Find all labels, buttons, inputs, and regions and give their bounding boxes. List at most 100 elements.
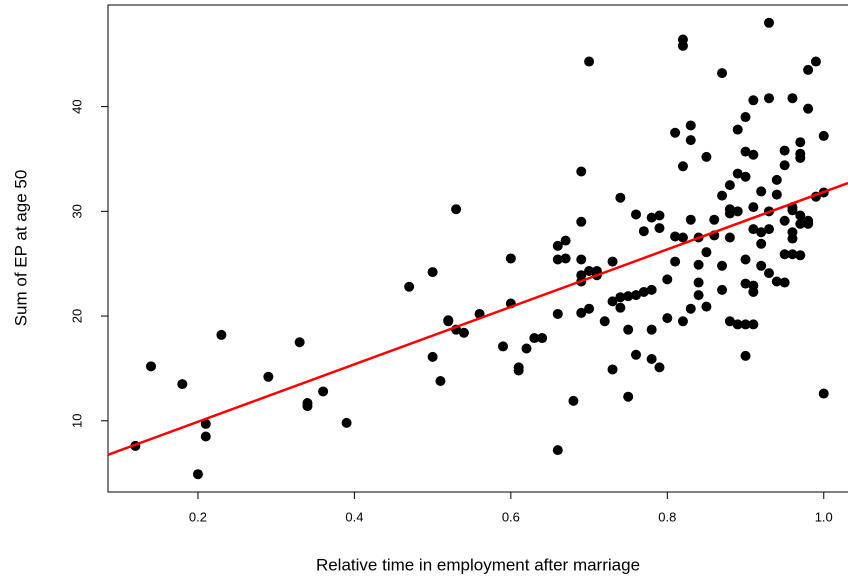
point [631,209,642,220]
point [756,238,767,249]
point [724,180,735,191]
y-tick-label: 10 [69,414,84,428]
point [654,362,665,373]
point [763,224,774,235]
point [740,319,751,330]
point [607,364,618,375]
point [787,249,798,260]
point [677,161,688,172]
point [631,349,642,360]
point [615,292,626,303]
point [795,137,806,148]
point [771,276,782,287]
point [748,224,759,235]
point [740,171,751,182]
point [318,386,329,397]
point [537,333,548,344]
point [748,202,759,213]
x-tick-label: 0.6 [502,509,520,524]
point [693,259,704,270]
point [654,223,665,234]
point [623,391,634,402]
point [709,214,720,225]
point [795,250,806,261]
point [787,93,798,104]
point [560,235,571,246]
point [623,324,634,335]
point [607,256,618,267]
point [568,395,579,406]
point [724,208,735,219]
point [740,254,751,265]
point [521,343,532,354]
point [740,112,751,123]
point [779,249,790,260]
point [200,431,211,442]
point [779,277,790,288]
point [717,284,728,295]
point [216,329,227,340]
point [795,152,806,163]
point [552,308,563,319]
point [818,388,829,399]
point [576,307,587,318]
point [677,232,688,243]
point [748,95,759,106]
x-tick-label: 1.0 [815,509,833,524]
point [302,397,313,408]
point [803,64,814,75]
point [693,290,704,301]
point [740,146,751,157]
point [763,17,774,28]
point [607,296,618,307]
point [584,56,595,67]
point [584,303,595,314]
point [732,168,743,179]
point [404,281,415,292]
point [294,337,305,348]
point [724,316,735,327]
point [685,214,696,225]
point [756,260,767,271]
y-tick-label: 30 [69,204,84,218]
point [795,210,806,221]
point [552,254,563,265]
point [740,278,751,289]
point [818,130,829,141]
point [670,231,681,242]
point [341,417,352,428]
y-tick-label: 20 [69,309,84,323]
point [646,284,657,295]
point [576,216,587,227]
point [623,291,634,302]
point [498,341,509,352]
point [763,93,774,104]
point [513,362,524,373]
point [646,353,657,364]
point [748,319,759,330]
point [576,166,587,177]
point [443,316,454,327]
point [717,190,728,201]
point [771,174,782,185]
plot-frame [107,4,848,493]
point [779,145,790,156]
point [685,135,696,146]
point [451,204,462,215]
point [576,270,587,281]
point [779,215,790,226]
point [505,253,516,264]
point [717,260,728,271]
point [427,267,438,278]
point [756,227,767,238]
point [803,218,814,229]
point [552,445,563,456]
point [670,127,681,138]
point [763,268,774,279]
point [529,333,540,344]
point [693,277,704,288]
point [584,266,595,277]
x-tick-label: 0.4 [345,509,363,524]
point [748,280,759,291]
